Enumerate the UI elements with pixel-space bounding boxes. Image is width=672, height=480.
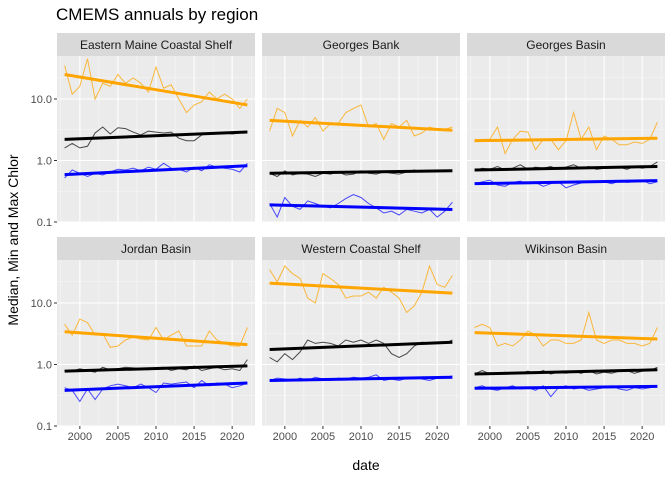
panel-strip-label: Georges Basin (526, 38, 605, 52)
panel-strip-label: Georges Bank (323, 38, 401, 52)
min-trend-line (269, 203, 453, 211)
x-tick-label: 2000 (478, 431, 502, 443)
panel-strip (467, 237, 665, 260)
x-tick-label: 2020 (630, 431, 654, 443)
x-axis-title: date (352, 457, 379, 473)
x-tick-label: 2015 (387, 431, 411, 443)
max-trend-line (269, 118, 453, 132)
median-trend-line (474, 164, 658, 172)
min-trend-line (269, 375, 453, 382)
x-tick-label: 2010 (349, 431, 373, 443)
panel: Georges Bank (262, 33, 460, 223)
panel: Jordan Basin 0.1 1.0 10.0 2000 2005 2010 2015 20… (31, 237, 255, 443)
chart-title: CMEMS annuals by region (56, 5, 258, 24)
y-axis-title: Median, Min and Max Chlor (5, 154, 21, 326)
x-tick-label: 2015 (592, 431, 616, 443)
x-tick-label: 2000 (273, 431, 297, 443)
median-trend-line (474, 368, 658, 376)
panel: Eastern Maine Coastal Shelf 0.1 1.0 10.0 (31, 33, 255, 229)
panel: Georges Basin (467, 33, 665, 223)
x-tick-label: 2005 (106, 431, 130, 443)
max-trend-line (64, 73, 248, 107)
max-trend-line (474, 136, 658, 143)
min-trend-line (474, 179, 658, 186)
panel: Wikinson Basin 2000 2005 2010 2015 2020 (467, 237, 665, 443)
panel: Western Coastal Shelf 2000 2005 2010 2015 202… (262, 237, 460, 443)
min-trend-line (474, 384, 658, 390)
y-tick-label: 0.1 (37, 217, 52, 229)
median-trend-line (64, 364, 248, 373)
y-tick-label: 10.0 (31, 298, 52, 310)
panel-strip (57, 33, 255, 56)
y-tick-label: 1.0 (37, 155, 52, 167)
max-trend-line (474, 331, 658, 341)
y-tick-label: 0.1 (37, 421, 52, 433)
x-tick-label: 2020 (220, 431, 244, 443)
min-trend-line (64, 164, 248, 177)
y-tick-label: 1.0 (37, 359, 52, 371)
x-tick-label: 2015 (182, 431, 206, 443)
x-tick-label: 2020 (425, 431, 449, 443)
panel-strip (467, 33, 665, 56)
min-series-line (269, 193, 453, 219)
median-trend-line (64, 130, 248, 141)
median-trend-line (269, 340, 453, 352)
x-tick-label: 2010 (144, 431, 168, 443)
min-trend-line (64, 381, 248, 392)
max-series-line (474, 310, 658, 347)
x-tick-label: 2005 (516, 431, 540, 443)
panel-strip (262, 33, 460, 56)
y-tick-label: 10.0 (31, 94, 52, 106)
panels-group: Eastern Maine Coastal Shelf 0.1 1.0 10.0 Geo… (31, 33, 665, 443)
x-tick-label: 2000 (68, 431, 92, 443)
panel-strip-label: Eastern Maine Coastal Shelf (80, 38, 233, 52)
panel-strip-label: Wikinson Basin (525, 242, 607, 256)
median-trend-line (269, 169, 453, 175)
x-tick-label: 2010 (554, 431, 578, 443)
max-trend-line (64, 330, 248, 347)
panel-strip-label: Western Coastal Shelf (301, 242, 421, 256)
panel-strip (262, 237, 460, 260)
x-tick-label: 2005 (311, 431, 335, 443)
panel-strip (57, 237, 255, 260)
max-series-line (269, 104, 453, 141)
max-trend-line (269, 281, 453, 295)
panel-strip-label: Jordan Basin (121, 242, 191, 256)
